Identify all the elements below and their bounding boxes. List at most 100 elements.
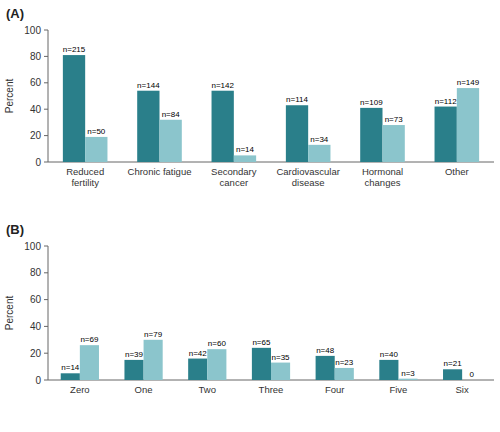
background <box>0 0 500 432</box>
x-tick-label: One <box>135 384 153 395</box>
y-axis-label: Percent <box>4 79 15 114</box>
n-label: n=39 <box>125 350 144 359</box>
x-tick-label-line: fertility <box>71 177 99 188</box>
bar <box>286 105 308 162</box>
y-tick-label: 40 <box>30 104 42 115</box>
x-tick-label: Secondarycancer <box>211 166 257 188</box>
x-tick-label-line: Secondary <box>211 166 257 177</box>
y-tick <box>44 299 48 300</box>
x-tick-label-line: cancer <box>220 177 249 188</box>
y-tick-label: 20 <box>30 130 42 141</box>
y-tick <box>44 82 48 83</box>
y-tick-label: 100 <box>24 241 41 252</box>
y-tick-label: 100 <box>24 25 41 36</box>
y-axis-line <box>48 30 49 162</box>
x-tick-label-line: Six <box>456 384 469 395</box>
x-tick-label: Five <box>389 384 407 395</box>
n-label: n=112 <box>435 97 457 106</box>
bar <box>383 125 405 162</box>
n-label: n=35 <box>272 353 291 362</box>
y-tick-label: 40 <box>30 321 42 332</box>
y-tick-label: 0 <box>35 157 41 168</box>
n-label: n=48 <box>316 346 335 355</box>
x-tick-label-line: Zero <box>70 384 90 395</box>
bar <box>85 137 107 162</box>
bar <box>398 379 417 380</box>
bar <box>308 145 330 162</box>
x-axis-line <box>48 162 494 163</box>
y-tick <box>44 272 48 273</box>
x-tick-label: Four <box>325 384 345 395</box>
x-tick-label: Other <box>445 166 469 177</box>
panel: (A)Percent020406080100n=215n=144n=142n=1… <box>4 6 494 188</box>
x-tick-label-line: Five <box>389 384 407 395</box>
bar <box>207 349 226 380</box>
x-tick-label: Zero <box>70 384 90 395</box>
bar <box>316 356 335 380</box>
panel-title: (A) <box>6 6 24 21</box>
n-label: n=149 <box>457 78 480 87</box>
y-tick <box>44 326 48 327</box>
bar <box>462 380 481 381</box>
x-tick-label: Six <box>456 384 469 395</box>
n-label: n=21 <box>444 359 463 368</box>
n-label: n=40 <box>380 350 399 359</box>
y-tick <box>44 162 48 163</box>
n-label: n=3 <box>401 369 415 378</box>
bar <box>234 155 256 162</box>
n-label: n=42 <box>189 349 208 358</box>
x-tick-label-line: Reduced <box>66 166 104 177</box>
bar <box>271 363 290 380</box>
bar <box>360 108 382 162</box>
x-tick-label-line: Hormonal <box>362 166 403 177</box>
y-tick <box>44 380 48 381</box>
n-label: n=84 <box>162 110 181 119</box>
y-tick-label: 0 <box>35 375 41 386</box>
y-tick <box>44 56 48 57</box>
y-tick <box>44 135 48 136</box>
bar <box>457 88 479 162</box>
x-tick-label-line: Chronic fatigue <box>128 166 192 177</box>
n-label: n=69 <box>80 335 99 344</box>
y-tick-label: 80 <box>30 267 42 278</box>
bar <box>160 120 182 162</box>
bar <box>188 359 207 380</box>
y-tick <box>44 246 48 247</box>
n-label: n=34 <box>310 135 329 144</box>
bar <box>435 107 457 162</box>
n-label: n=65 <box>252 338 271 347</box>
bar <box>252 348 271 380</box>
panel: (B)Percent020406080100n=14n=39n=42n=65n=… <box>4 222 494 395</box>
x-tick-label-line: Three <box>259 384 284 395</box>
n-label: n=73 <box>385 115 404 124</box>
bar <box>124 360 143 380</box>
x-tick-label-line: Cardiovascular <box>276 166 339 177</box>
x-tick-label: Two <box>199 384 216 395</box>
n-label: n=109 <box>360 98 383 107</box>
x-tick-label-line: changes <box>365 177 401 188</box>
x-tick-label: Reducedfertility <box>66 166 104 188</box>
y-axis-line <box>48 246 49 380</box>
n-label: n=23 <box>335 358 354 367</box>
bar <box>212 91 234 162</box>
bar <box>443 369 462 380</box>
x-tick-label-line: Two <box>199 384 216 395</box>
n-label: n=215 <box>63 45 86 54</box>
n-label: n=79 <box>144 330 163 339</box>
y-tick-label: 60 <box>30 77 42 88</box>
n-label: 0 <box>469 370 474 379</box>
x-tick-label-line: Four <box>325 384 345 395</box>
panel-title: (B) <box>6 222 24 237</box>
n-label: n=14 <box>236 145 255 154</box>
y-tick <box>44 30 48 31</box>
y-tick-label: 60 <box>30 294 42 305</box>
x-tick-label: Chronic fatigue <box>128 166 192 177</box>
y-axis-label: Percent <box>4 296 15 331</box>
bar <box>335 368 354 380</box>
bar <box>61 373 80 380</box>
n-label: n=114 <box>286 95 308 104</box>
bar <box>80 345 99 380</box>
bar <box>144 340 163 380</box>
n-label: n=144 <box>137 81 160 90</box>
n-label: n=14 <box>61 363 80 372</box>
